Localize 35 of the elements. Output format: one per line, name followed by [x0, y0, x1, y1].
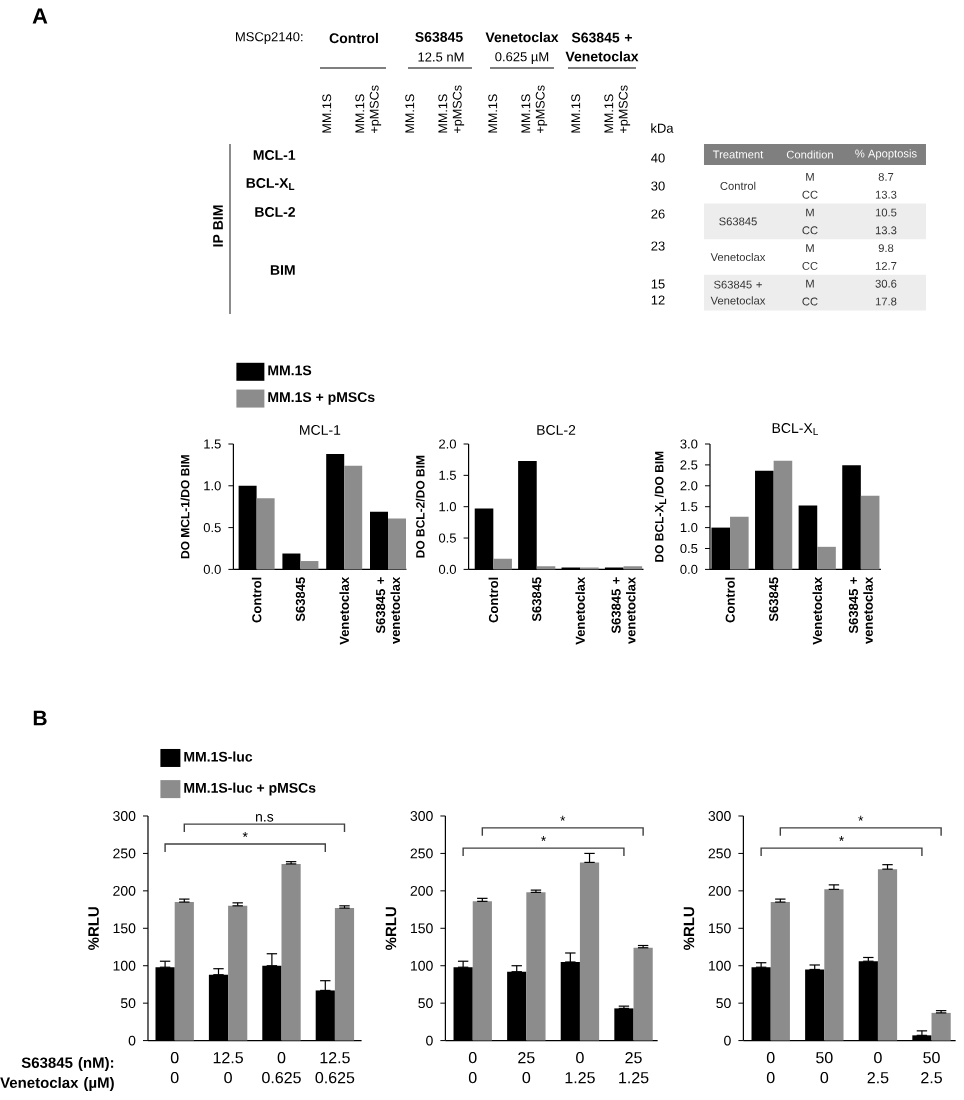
bar — [228, 905, 248, 1041]
bar — [824, 889, 844, 1041]
x-tick-label: 12.5 0.625 — [315, 1052, 355, 1084]
bar — [877, 869, 898, 1041]
x-tick-label: 0 0 — [468, 1051, 477, 1084]
bar — [773, 460, 793, 570]
x-tick-label: 50 0 — [816, 1051, 833, 1084]
bar — [526, 892, 546, 1041]
bar — [300, 561, 319, 570]
bar — [633, 947, 653, 1041]
bar — [334, 908, 355, 1041]
x-tick-label: 0 0 — [766, 1051, 775, 1084]
bar — [256, 498, 275, 570]
text: A — [32, 8, 48, 24]
x-tick-label: 25 0 — [518, 1051, 535, 1084]
bar — [472, 901, 492, 1041]
chart-title: B — [33, 710, 47, 726]
bar — [388, 518, 406, 570]
bar — [493, 558, 512, 570]
bar — [860, 495, 880, 570]
bar — [931, 1012, 951, 1041]
x-tick-label: 0 0.625 — [262, 1052, 301, 1084]
bar — [579, 862, 600, 1041]
bar — [344, 465, 363, 570]
x-tick-label: 0 2.5 — [867, 1051, 889, 1084]
x-tick-label: 0 0 — [170, 1052, 179, 1084]
bar — [770, 902, 790, 1041]
bar — [281, 863, 301, 1041]
bar — [174, 902, 194, 1041]
x-tick-label: 50 2.5 — [921, 1051, 942, 1084]
x-tick-label: 25 1.25 — [619, 1051, 649, 1084]
bar — [730, 516, 749, 570]
x-tick-label: 12.5 0 — [213, 1052, 243, 1084]
x-tick-label: 0 1.25 — [565, 1051, 595, 1084]
bar — [817, 546, 836, 570]
